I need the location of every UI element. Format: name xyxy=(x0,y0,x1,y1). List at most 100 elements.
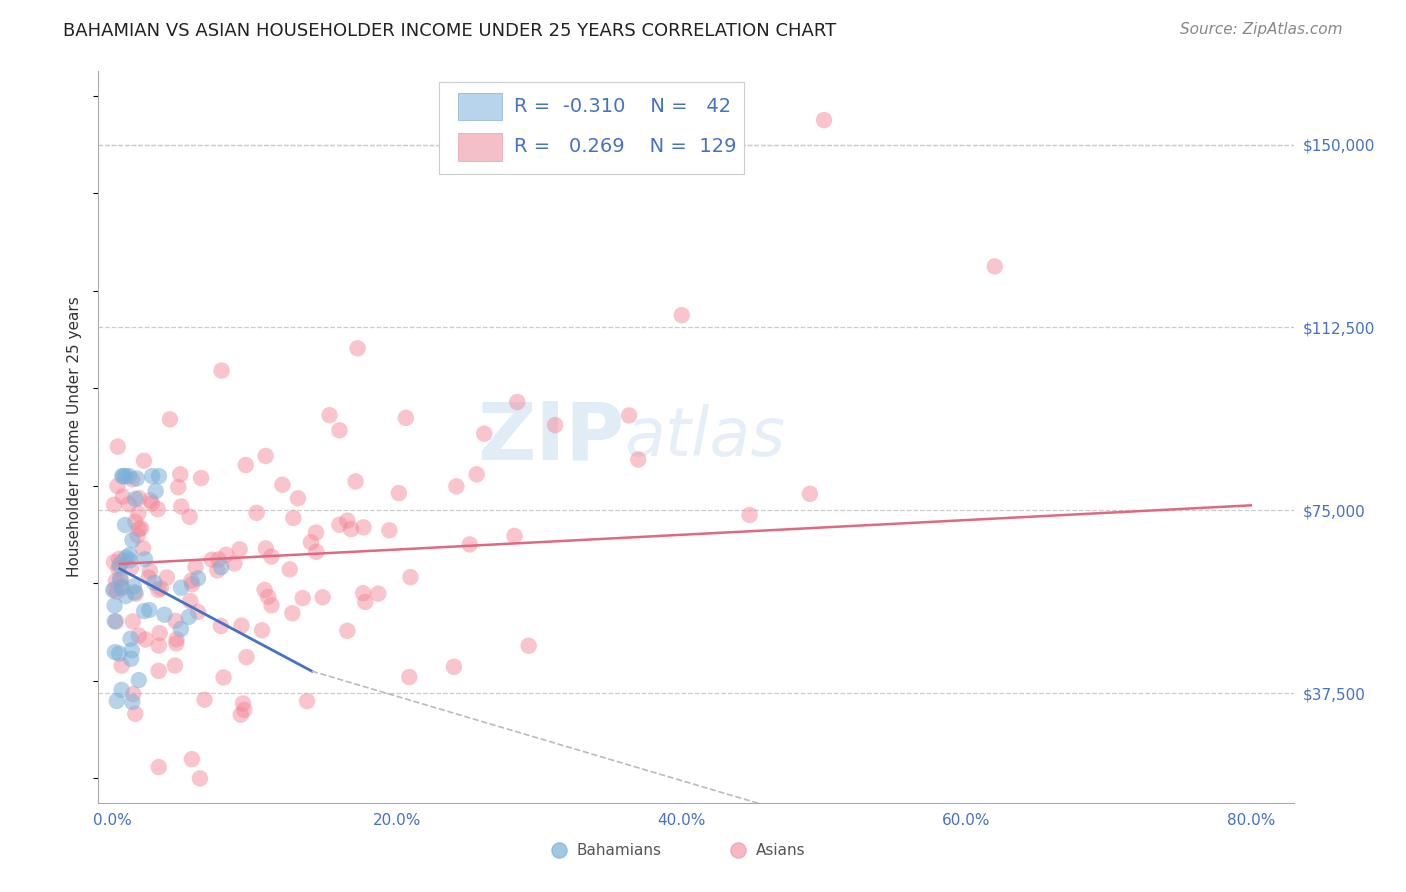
Point xyxy=(336,514,359,528)
Point xyxy=(115,589,138,603)
Point xyxy=(311,591,333,605)
Point xyxy=(112,469,135,483)
Point xyxy=(346,341,368,355)
Point xyxy=(738,508,761,522)
Point xyxy=(228,542,250,557)
Point xyxy=(517,639,540,653)
Point xyxy=(125,471,148,485)
Point xyxy=(148,469,170,483)
Point xyxy=(149,582,172,596)
Point xyxy=(111,469,134,483)
Text: Source: ZipAtlas.com: Source: ZipAtlas.com xyxy=(1180,22,1343,37)
Point xyxy=(107,440,129,454)
Point xyxy=(104,574,127,588)
Point xyxy=(209,619,232,633)
Point xyxy=(193,692,215,706)
Point xyxy=(120,561,142,575)
Point xyxy=(287,491,309,506)
Point xyxy=(281,607,304,621)
Point xyxy=(671,308,693,322)
Point xyxy=(224,557,246,571)
Point xyxy=(159,412,181,426)
Point xyxy=(458,537,481,551)
Point xyxy=(207,563,229,577)
Point xyxy=(506,395,529,409)
Point xyxy=(118,469,141,483)
Point xyxy=(170,581,193,595)
Point xyxy=(114,469,136,483)
Point xyxy=(149,626,172,640)
Text: Asians: Asians xyxy=(756,843,806,858)
Point xyxy=(139,564,162,578)
Point xyxy=(166,632,188,647)
Point xyxy=(328,423,350,437)
Point xyxy=(128,629,150,643)
Point xyxy=(503,529,526,543)
Point xyxy=(124,515,146,529)
Point xyxy=(115,550,138,565)
Point xyxy=(121,695,143,709)
Point xyxy=(118,497,141,511)
Point xyxy=(231,618,253,632)
Point xyxy=(328,517,350,532)
Point xyxy=(111,490,134,504)
Point xyxy=(446,479,468,493)
Point xyxy=(103,583,125,598)
Point xyxy=(378,523,401,537)
Point xyxy=(799,487,821,501)
Point xyxy=(212,670,235,684)
Y-axis label: Householder Income Under 25 years: Householder Income Under 25 years xyxy=(67,297,83,577)
Point xyxy=(127,507,149,521)
Point xyxy=(299,535,322,549)
Point xyxy=(114,517,136,532)
Point xyxy=(132,454,155,468)
Point xyxy=(187,605,209,619)
Point xyxy=(465,467,488,482)
Point xyxy=(111,580,134,594)
Point xyxy=(260,549,283,564)
Point xyxy=(132,541,155,556)
Point xyxy=(398,670,420,684)
Point xyxy=(367,587,389,601)
Text: ZIP: ZIP xyxy=(477,398,624,476)
Point xyxy=(395,410,418,425)
Point xyxy=(354,595,377,609)
Point xyxy=(108,552,131,566)
Point xyxy=(165,636,187,650)
Point xyxy=(103,582,125,597)
Point xyxy=(148,582,170,597)
Point xyxy=(180,574,202,588)
Point xyxy=(148,760,170,774)
Point xyxy=(148,639,170,653)
Point xyxy=(125,587,148,601)
Point xyxy=(141,469,163,483)
Point xyxy=(190,471,212,485)
Point xyxy=(235,650,257,665)
Point xyxy=(165,614,187,628)
Point xyxy=(179,594,201,608)
Point xyxy=(120,632,142,646)
Point xyxy=(295,694,318,708)
FancyBboxPatch shape xyxy=(458,133,502,161)
Point xyxy=(253,582,276,597)
Point xyxy=(188,772,211,786)
Point xyxy=(148,664,170,678)
Point xyxy=(254,449,277,463)
Point xyxy=(278,562,301,576)
Point xyxy=(121,472,143,486)
Point xyxy=(215,548,238,562)
Point xyxy=(177,610,200,624)
Point xyxy=(118,553,141,567)
Point xyxy=(128,491,150,505)
Point xyxy=(344,475,367,489)
Point xyxy=(169,467,191,482)
Point xyxy=(108,647,131,661)
Point xyxy=(352,586,374,600)
Point xyxy=(139,493,162,508)
Point xyxy=(153,607,176,622)
FancyBboxPatch shape xyxy=(439,82,744,174)
Point xyxy=(121,643,143,657)
Point xyxy=(336,624,359,638)
Point xyxy=(170,500,193,514)
Point xyxy=(167,480,190,494)
